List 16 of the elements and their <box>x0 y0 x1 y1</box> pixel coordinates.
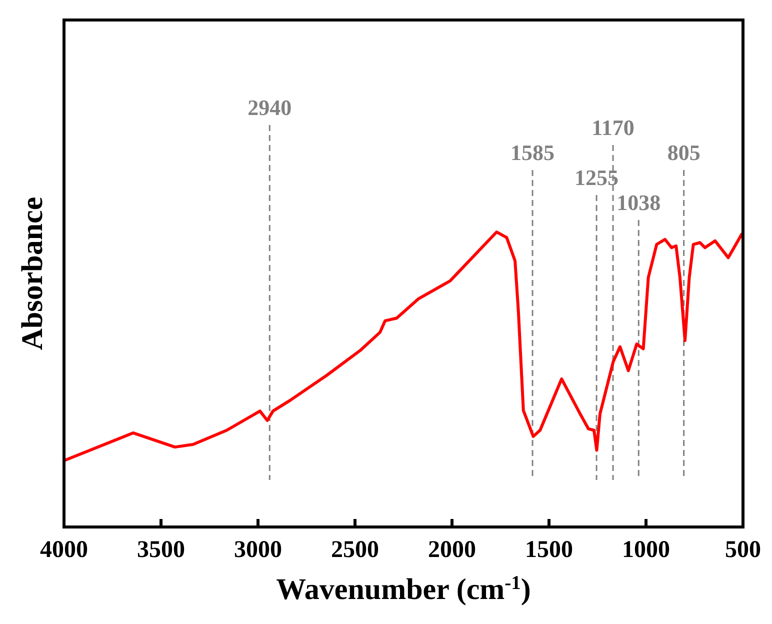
x-tick-label: 500 <box>725 537 761 563</box>
x-tick-label: 1500 <box>525 537 573 563</box>
ref-line-label: 2940 <box>248 95 292 120</box>
ref-line-label: 1170 <box>592 115 634 140</box>
x-axis-title: Wavenumber (cm$^{-1}$) <box>276 572 531 606</box>
x-tick-label: 3500 <box>137 537 185 563</box>
x-tick-label: 2500 <box>331 537 379 563</box>
x-tick-label: 1000 <box>622 537 670 563</box>
ref-line-label: 1255 <box>574 165 619 190</box>
x-tick-label: 3000 <box>234 537 282 563</box>
y-axis-title: Absorbance <box>16 196 49 350</box>
ref-line-label: 1585 <box>510 140 555 165</box>
ref-line-label: 1038 <box>616 190 661 215</box>
x-tick-label: 2000 <box>428 537 476 563</box>
x-tick-label: 4000 <box>40 537 88 563</box>
ref-line-label: 805 <box>667 140 700 165</box>
